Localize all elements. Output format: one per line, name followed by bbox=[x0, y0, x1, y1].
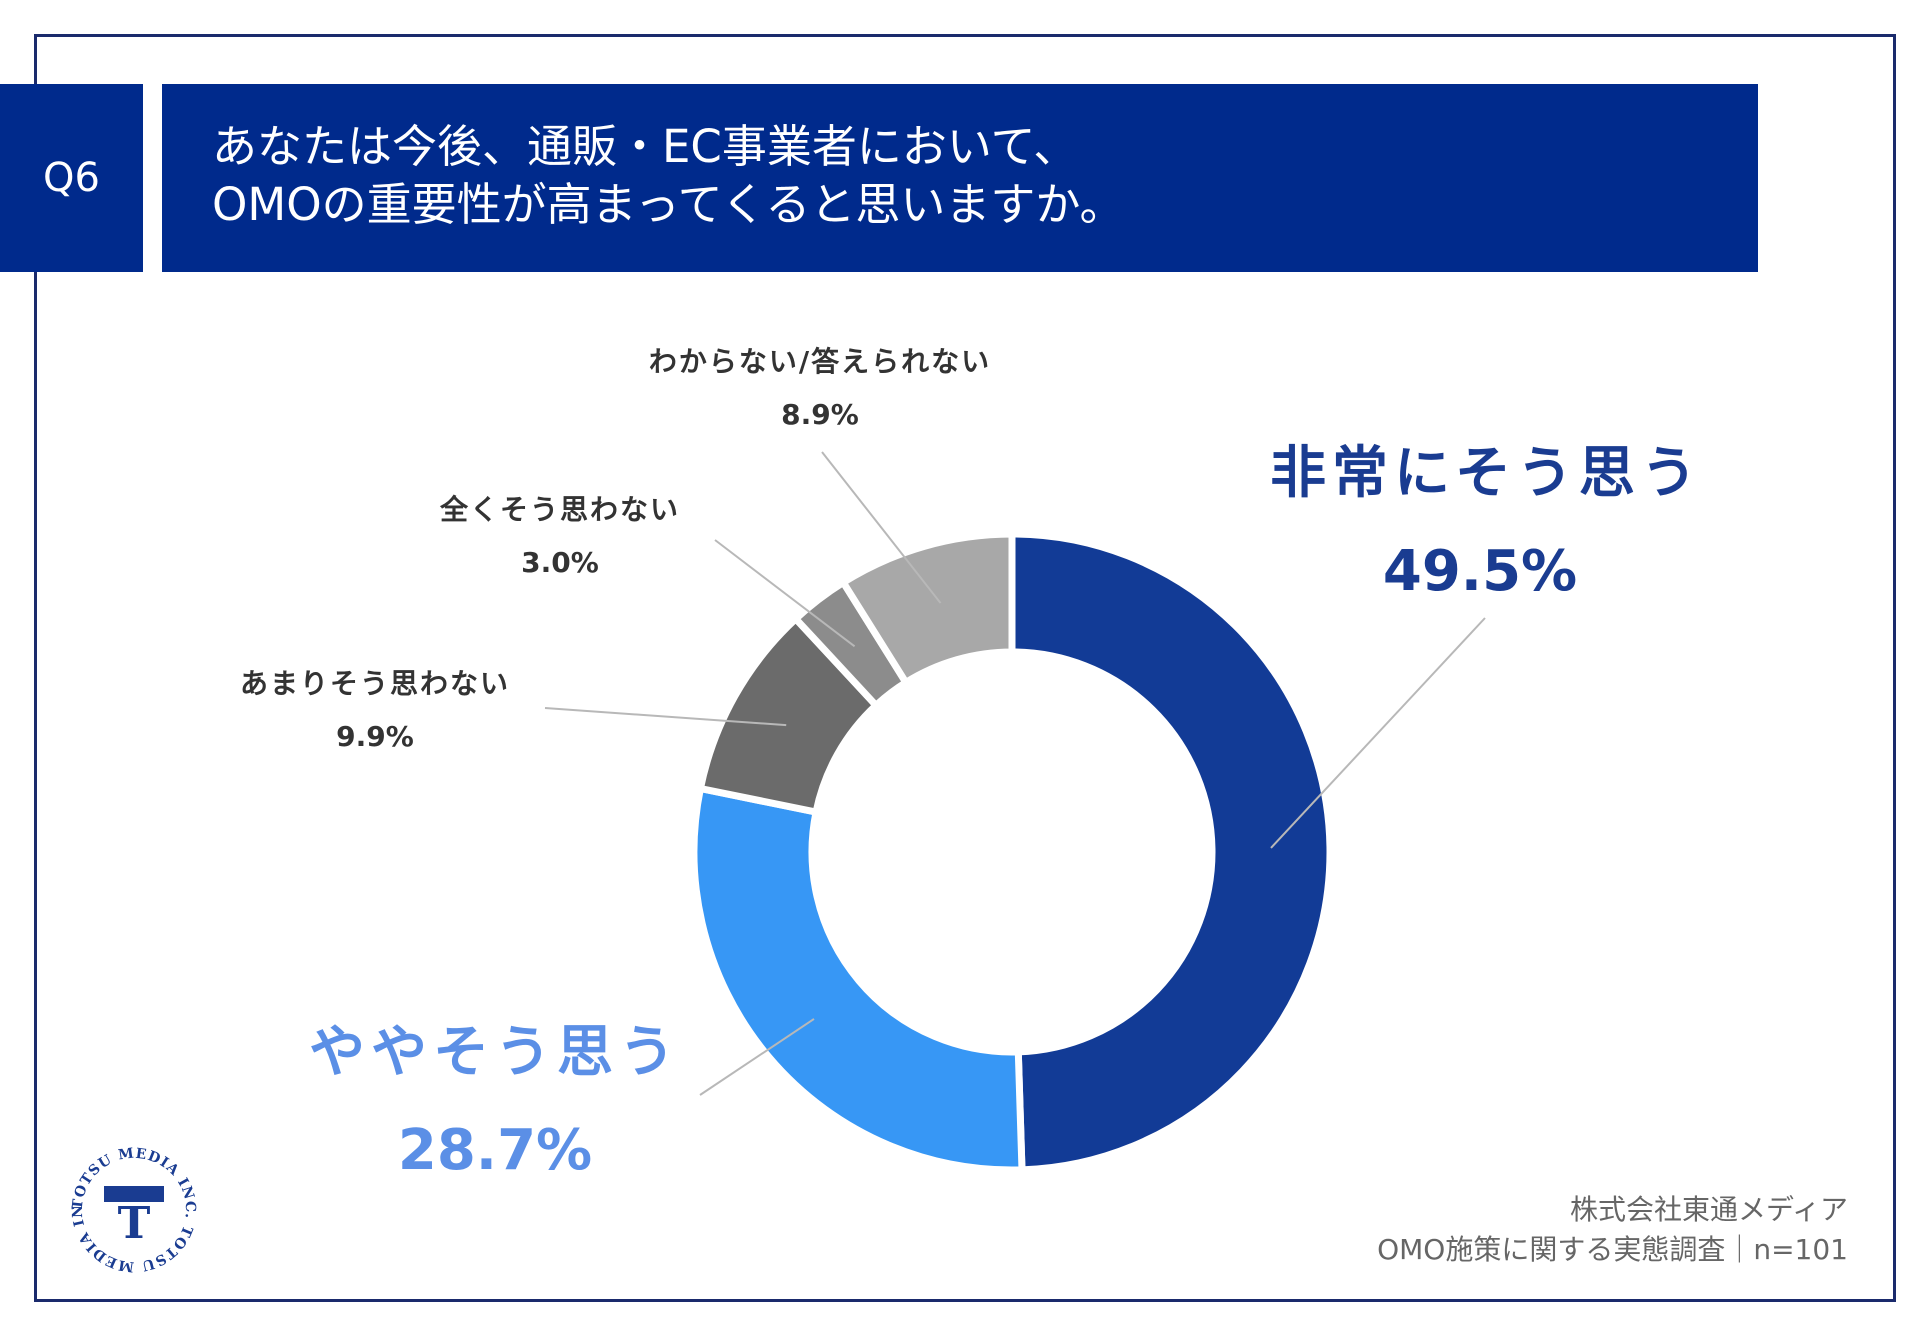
data-label: 3.0% bbox=[521, 546, 599, 579]
leader-line bbox=[544, 707, 787, 727]
data-label: 9.9% bbox=[336, 720, 414, 753]
slice-very-much bbox=[1008, 530, 1334, 1174]
logo-mark: T bbox=[118, 1198, 151, 1249]
leader-line bbox=[699, 1018, 815, 1096]
slice-somewhat bbox=[690, 784, 1026, 1174]
source-company: 株式会社東通メディア bbox=[1569, 1193, 1848, 1226]
question-title-box: あなたは今後、通販・EC事業者において、 OMOの重要性が高まってくると思います… bbox=[162, 84, 1758, 272]
question-number-box: Q6 bbox=[0, 84, 143, 272]
leader-line bbox=[1270, 617, 1486, 849]
question-number: Q6 bbox=[43, 155, 100, 201]
source-survey: OMO施策に関する実態調査｜n=101 bbox=[1377, 1233, 1848, 1266]
label-somewhat: ややそう思う 28.7% bbox=[295, 1007, 695, 1183]
leader-line bbox=[714, 539, 856, 648]
data-label: 8.9% bbox=[781, 398, 859, 431]
totsu-media-logo: TOTSU MEDIA INC. TOTSU MEDIA INC. T bbox=[64, 1140, 197, 1275]
data-label: 49.5% bbox=[1382, 539, 1578, 604]
label-not-at-all: 全くそう思わない 3.0% bbox=[390, 488, 730, 579]
question-title-line2: OMOの重要性が高まってくると思いますか。 bbox=[212, 178, 1125, 231]
leader-line bbox=[821, 451, 942, 604]
category-label: 非常にそう思う bbox=[1270, 441, 1703, 506]
label-dont-know: わからない/答えられない 8.9% bbox=[585, 340, 1055, 431]
question-title-line1: あなたは今後、通販・EC事業者において、 bbox=[212, 120, 1079, 173]
label-not-much: あまりそう思わない 9.9% bbox=[205, 662, 545, 753]
data-label: 28.7% bbox=[397, 1118, 593, 1183]
category-label: 全くそう思わない bbox=[439, 493, 680, 526]
label-very-much: 非常にそう思う 49.5% bbox=[1270, 428, 1703, 604]
category-label: あまりそう思わない bbox=[239, 667, 510, 700]
source-note: 株式会社東通メディア OMO施策に関する実態調査｜n=101 bbox=[1377, 1190, 1848, 1270]
category-label: わからない/答えられない bbox=[648, 345, 992, 378]
slice-dont-know bbox=[838, 530, 1016, 688]
category-label: ややそう思う bbox=[309, 1020, 681, 1085]
